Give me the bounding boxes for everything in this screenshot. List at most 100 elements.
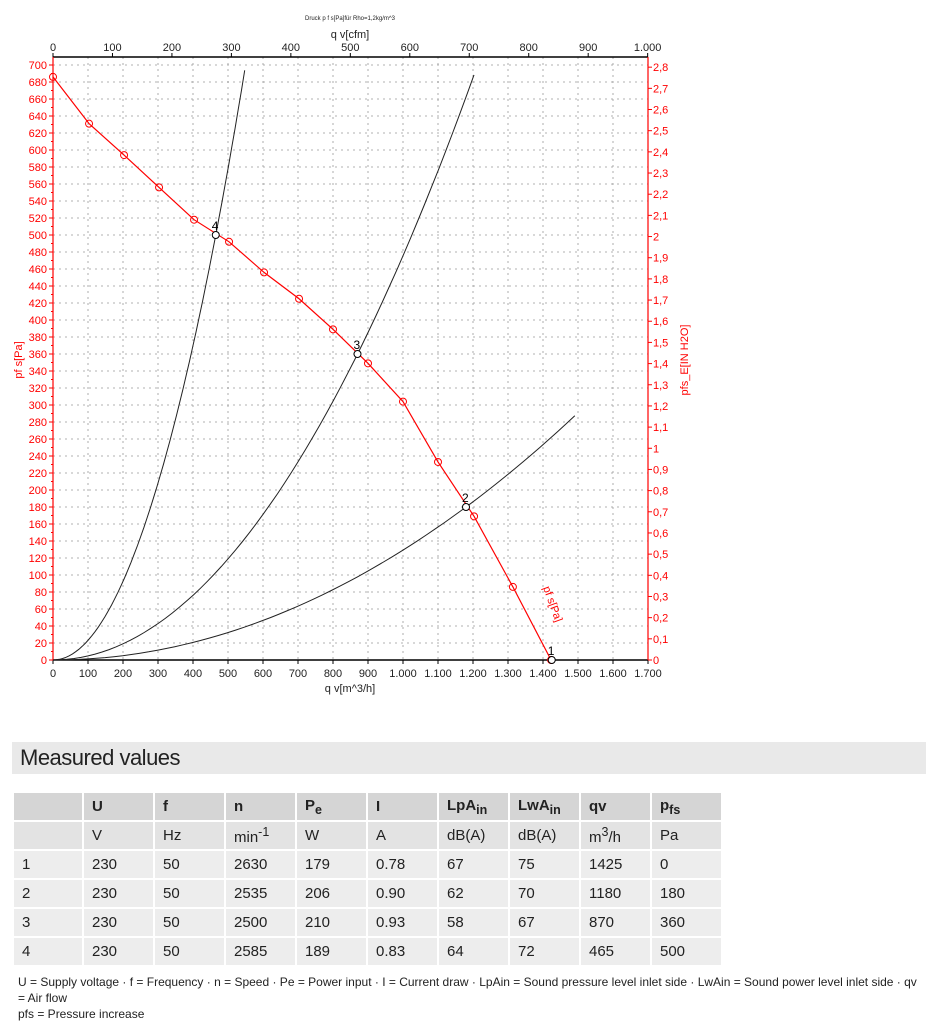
table-cell: I: [368, 793, 437, 820]
table-cell: 206: [297, 880, 366, 907]
table-cell: qv: [581, 793, 650, 820]
y-tick-label: 180: [29, 502, 47, 514]
y-tick-label: 320: [29, 383, 47, 395]
table-cell: dB(A): [510, 822, 579, 849]
x-tick-label: 700: [289, 668, 307, 680]
x-tick-label: 1.100: [424, 668, 452, 680]
x2-tick-label: 0: [50, 42, 56, 54]
operating-point-label: 2: [462, 491, 469, 505]
fan-curve-label: pf s[Pa]: [540, 585, 564, 624]
table-cell: 75: [510, 851, 579, 878]
y-tick-label: 640: [29, 111, 47, 123]
y2-tick-label: 2,5: [653, 126, 668, 138]
y-tick-label: 600: [29, 145, 47, 157]
x-tick-label: 1.400: [529, 668, 557, 680]
table-cell: 0.78: [368, 851, 437, 878]
y2-tick-label: 1,9: [653, 253, 668, 265]
y2-axis-label: pfs_E[IN H2O]: [679, 325, 691, 396]
table-cell: 3: [14, 909, 82, 936]
table-cell: 72: [510, 938, 579, 965]
y-tick-label: 160: [29, 519, 47, 531]
table-cell: 2585: [226, 938, 295, 965]
fan-curve-marker: [434, 457, 442, 466]
x2-tick-label: 100: [103, 42, 121, 54]
y-tick-label: 660: [29, 94, 47, 106]
table-cell: 180: [652, 880, 721, 907]
y-tick-label: 120: [29, 553, 47, 565]
y-tick-label: 620: [29, 128, 47, 140]
x2-tick-label: 900: [579, 42, 597, 54]
x-tick-label: 200: [114, 668, 132, 680]
x-tick-label: 0: [50, 668, 56, 680]
table-cell: 64: [439, 938, 508, 965]
y-tick-label: 0: [41, 655, 47, 667]
y-tick-label: 20: [35, 638, 47, 650]
table-cell: [14, 822, 82, 849]
table-cell: 1180: [581, 880, 650, 907]
y2-tick-label: 2,8: [653, 62, 668, 74]
operating-point-label: 3: [354, 338, 361, 352]
y2-tick-label: 2: [653, 232, 659, 244]
x2-tick-label: 500: [341, 42, 359, 54]
table-cell: [14, 793, 82, 820]
y2-tick-label: 0,9: [653, 464, 668, 476]
y-tick-label: 380: [29, 332, 47, 344]
y-tick-label: 240: [29, 451, 47, 463]
x-axis-label: q v[m^3/h]: [325, 683, 375, 695]
table-cell: A: [368, 822, 437, 849]
table-cell: 67: [510, 909, 579, 936]
table-cell: Pa: [652, 822, 721, 849]
legend-line-2: pfs = Pressure increase: [18, 1007, 145, 1021]
table-cell: V: [84, 822, 153, 849]
y-tick-label: 340: [29, 366, 47, 378]
y2-tick-label: 0,8: [653, 486, 668, 498]
table-cell: 0.90: [368, 880, 437, 907]
fan-curve-marker: [85, 119, 94, 128]
x2-tick-label: 200: [163, 42, 181, 54]
y2-tick-label: 0,2: [653, 613, 668, 625]
table-cell: pfs: [652, 793, 721, 820]
y2-tick-label: 1,3: [653, 380, 668, 392]
y-tick-label: 520: [29, 213, 47, 225]
table-cell: LwAin: [510, 793, 579, 820]
y2-tick-label: 1,8: [653, 274, 668, 286]
y2-tick-label: 2,6: [653, 105, 668, 117]
x2-tick-label: 300: [222, 42, 240, 54]
y2-tick-label: 2,2: [653, 189, 668, 201]
table-cell: W: [297, 822, 366, 849]
table-cell: 465: [581, 938, 650, 965]
table-cell: 210: [297, 909, 366, 936]
fan-curve-marker: [329, 325, 337, 334]
operating-point: [462, 503, 470, 511]
table-cell: LpAin: [439, 793, 508, 820]
x-tick-label: 1.700: [634, 668, 662, 680]
y-tick-label: 540: [29, 196, 47, 208]
operating-point-label: 4: [212, 219, 219, 233]
y-tick-label: 700: [29, 60, 47, 72]
y2-tick-label: 0,1: [653, 634, 668, 646]
table-cell: 230: [84, 851, 153, 878]
y-tick-label: 360: [29, 349, 47, 361]
table-cell: 50: [155, 880, 224, 907]
y2-tick-label: 1,1: [653, 422, 668, 434]
table-cell: 50: [155, 938, 224, 965]
x2-tick-label: 700: [460, 42, 478, 54]
y2-tick-label: 1,5: [653, 337, 668, 349]
y-tick-label: 80: [35, 587, 47, 599]
table-cell: 230: [84, 909, 153, 936]
y2-tick-label: 2,1: [653, 210, 668, 222]
table-row: 2 230 50 2535 206 0.90 62 70 1180 180: [14, 880, 721, 907]
table-cell: f: [155, 793, 224, 820]
y-tick-label: 560: [29, 179, 47, 191]
x-tick-label: 600: [254, 668, 272, 680]
table-cell: 62: [439, 880, 508, 907]
operating-point: [211, 231, 220, 239]
x2-axis-label: q v[cfm]: [331, 29, 370, 41]
table-cell: 500: [652, 938, 721, 965]
legend-line-1: U = Supply voltage · f = Frequency · n =…: [18, 975, 917, 1005]
y2-tick-label: 0,6: [653, 528, 668, 540]
y-tick-label: 60: [35, 604, 47, 616]
x-tick-label: 1.200: [459, 668, 487, 680]
fan-curve-marker: [470, 512, 479, 521]
fan-performance-chart: 0 100 200 300 400 500 600 700 800 900 1.000 1.100 1.…: [13, 16, 691, 695]
